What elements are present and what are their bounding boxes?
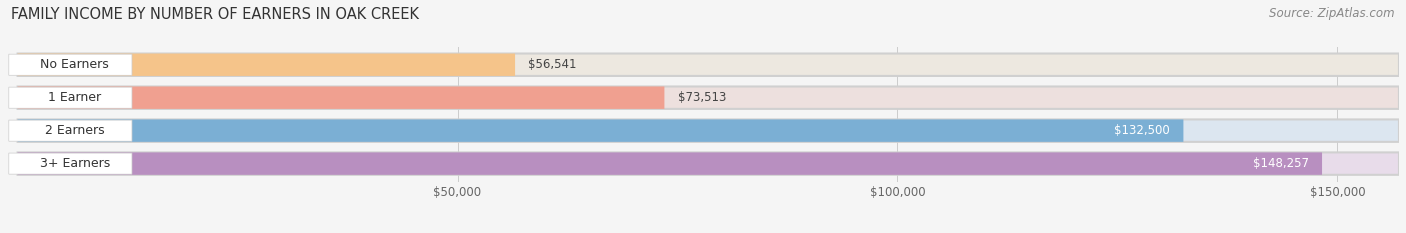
FancyBboxPatch shape xyxy=(18,54,515,76)
Text: $73,513: $73,513 xyxy=(678,91,725,104)
Text: 3+ Earners: 3+ Earners xyxy=(39,157,110,170)
FancyBboxPatch shape xyxy=(18,86,1399,109)
Text: 1 Earner: 1 Earner xyxy=(48,91,101,104)
FancyBboxPatch shape xyxy=(18,120,1184,142)
Text: $56,541: $56,541 xyxy=(529,58,576,71)
FancyBboxPatch shape xyxy=(18,54,1399,76)
Text: No Earners: No Earners xyxy=(41,58,110,71)
Text: $132,500: $132,500 xyxy=(1115,124,1170,137)
Text: 2 Earners: 2 Earners xyxy=(45,124,104,137)
FancyBboxPatch shape xyxy=(18,86,665,109)
FancyBboxPatch shape xyxy=(8,54,132,75)
FancyBboxPatch shape xyxy=(18,152,1322,175)
FancyBboxPatch shape xyxy=(8,153,132,174)
FancyBboxPatch shape xyxy=(18,120,1399,142)
Text: FAMILY INCOME BY NUMBER OF EARNERS IN OAK CREEK: FAMILY INCOME BY NUMBER OF EARNERS IN OA… xyxy=(11,7,419,22)
FancyBboxPatch shape xyxy=(8,120,132,141)
Text: Source: ZipAtlas.com: Source: ZipAtlas.com xyxy=(1270,7,1395,20)
FancyBboxPatch shape xyxy=(18,152,1399,175)
Text: $148,257: $148,257 xyxy=(1253,157,1309,170)
FancyBboxPatch shape xyxy=(8,87,132,108)
